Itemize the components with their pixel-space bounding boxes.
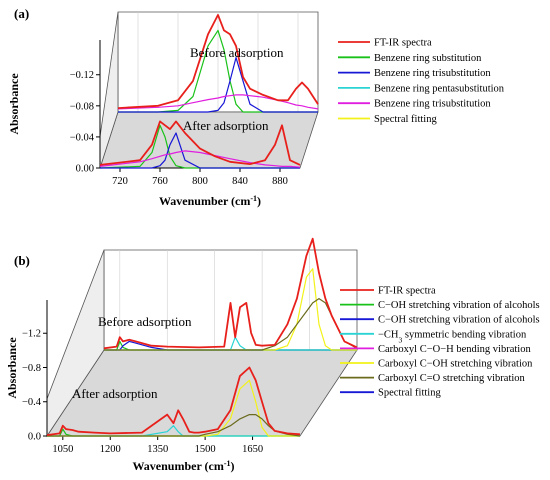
fit-component-line [104,298,358,351]
fit-component-line [47,414,301,437]
legend: FT-IR spectra C−OH stretching vibration o… [340,286,540,399]
y-tick-label: −0.12 [70,70,94,81]
x-tick-label: 880 [272,176,288,187]
x-tick-label: 1350 [147,444,168,455]
layer-before-adsorption: Before adsorption [98,237,358,351]
x-axis-label: Wavenumber (cm-1) [132,459,234,474]
legend-label: Carboxyl C−OH stretching vibration [378,359,533,370]
fit-component-line [117,94,319,110]
legend-label: Benzene ring pentasubstitution [374,83,505,94]
y-tick-label: −1.2 [22,329,41,340]
legend-label: Carboxyl C−O−H bending vibration [378,344,531,355]
fit-component-line [99,150,301,168]
legend-label: Spectral fitting [378,388,441,399]
legend-label: C−OH stretching vibration of alcohols [378,315,540,326]
legend-label: Benzene ring trisubstitution [374,68,491,79]
y-axis-label: Absorbance [7,73,21,135]
x-tick-label: 800 [192,176,208,187]
x-axis-label-superscript: -1 [250,194,257,203]
panel-label: (b) [14,253,30,268]
ftir-spectrum-line [46,366,301,436]
x-tick-label: 1200 [100,444,121,455]
ftir-spectrum-line [99,120,301,166]
legend-label: Benzene ring substitution [374,53,482,64]
layer-annotation: After adsorption [183,118,269,133]
panel-b: 1050 1200 1350 1500 1650 0.0 −0.4 −0.8 −1.2 Waven… [5,237,540,474]
legend-label: Spectral fitting [374,114,437,125]
x-axis-label: Wavenumber (cm-1) [159,194,261,209]
legend: FT-IR spectra Benzene ring substitution Be… [338,38,505,125]
layer-annotation: Before adsorption [190,45,284,60]
legend-label-subscript: 3 [399,335,403,344]
legend-label: C−OH stretching vibration of alcohols [378,300,540,311]
x-tick-label: 1650 [242,444,263,455]
legend-label: Carboxyl C=O stretching vibration [378,373,526,384]
layer-after-adsorption: After adsorption [46,366,301,437]
legend-label: −CH3 symmetric bending vibration [378,329,527,344]
y-tick-label: 0.0 [28,432,41,443]
x-axis-label-close: ) [257,194,261,208]
x-tick-label: 1500 [195,444,216,455]
layer-annotation: After adsorption [72,386,158,401]
back-wall [103,249,358,351]
x-tick-label: 760 [152,176,168,187]
x-tick-label: 720 [112,176,128,187]
x-axis-label-superscript: -1 [224,459,231,468]
layer-after-adsorption: After adsorption [99,118,301,169]
y-tick-label: −0.04 [70,132,95,143]
fit-component-line [118,56,318,113]
panel-a: 720 760 800 840 880 0.00 −0.04 −0.08 −0.12 Wavenu… [7,6,505,208]
y-tick-label: 0.00 [76,164,94,175]
x-tick-label: 840 [232,176,248,187]
legend-label: FT-IR spectra [374,38,432,49]
legend-label: FT-IR spectra [378,286,436,297]
legend-label-rest: symmetric bending vibration [402,329,527,340]
y-tick-label: −0.4 [22,397,42,408]
ftir-spectrum-line [117,13,319,109]
layer-annotation: Before adsorption [98,314,192,329]
y-axis-label: Absorbance [5,337,19,399]
panel-label: (a) [14,6,29,21]
ftir-spectrum-line [103,237,358,350]
legend-label: Benzene ring trisubstitution [374,99,491,110]
x-tick-label: 1050 [52,444,73,455]
x-axis-label-close: ) [231,459,235,473]
layer-before-adsorption: Before adsorption [117,13,319,113]
y-tick-label: −0.8 [22,363,41,374]
y-tick-label: −0.08 [70,101,94,112]
fit-component-line [100,132,300,169]
